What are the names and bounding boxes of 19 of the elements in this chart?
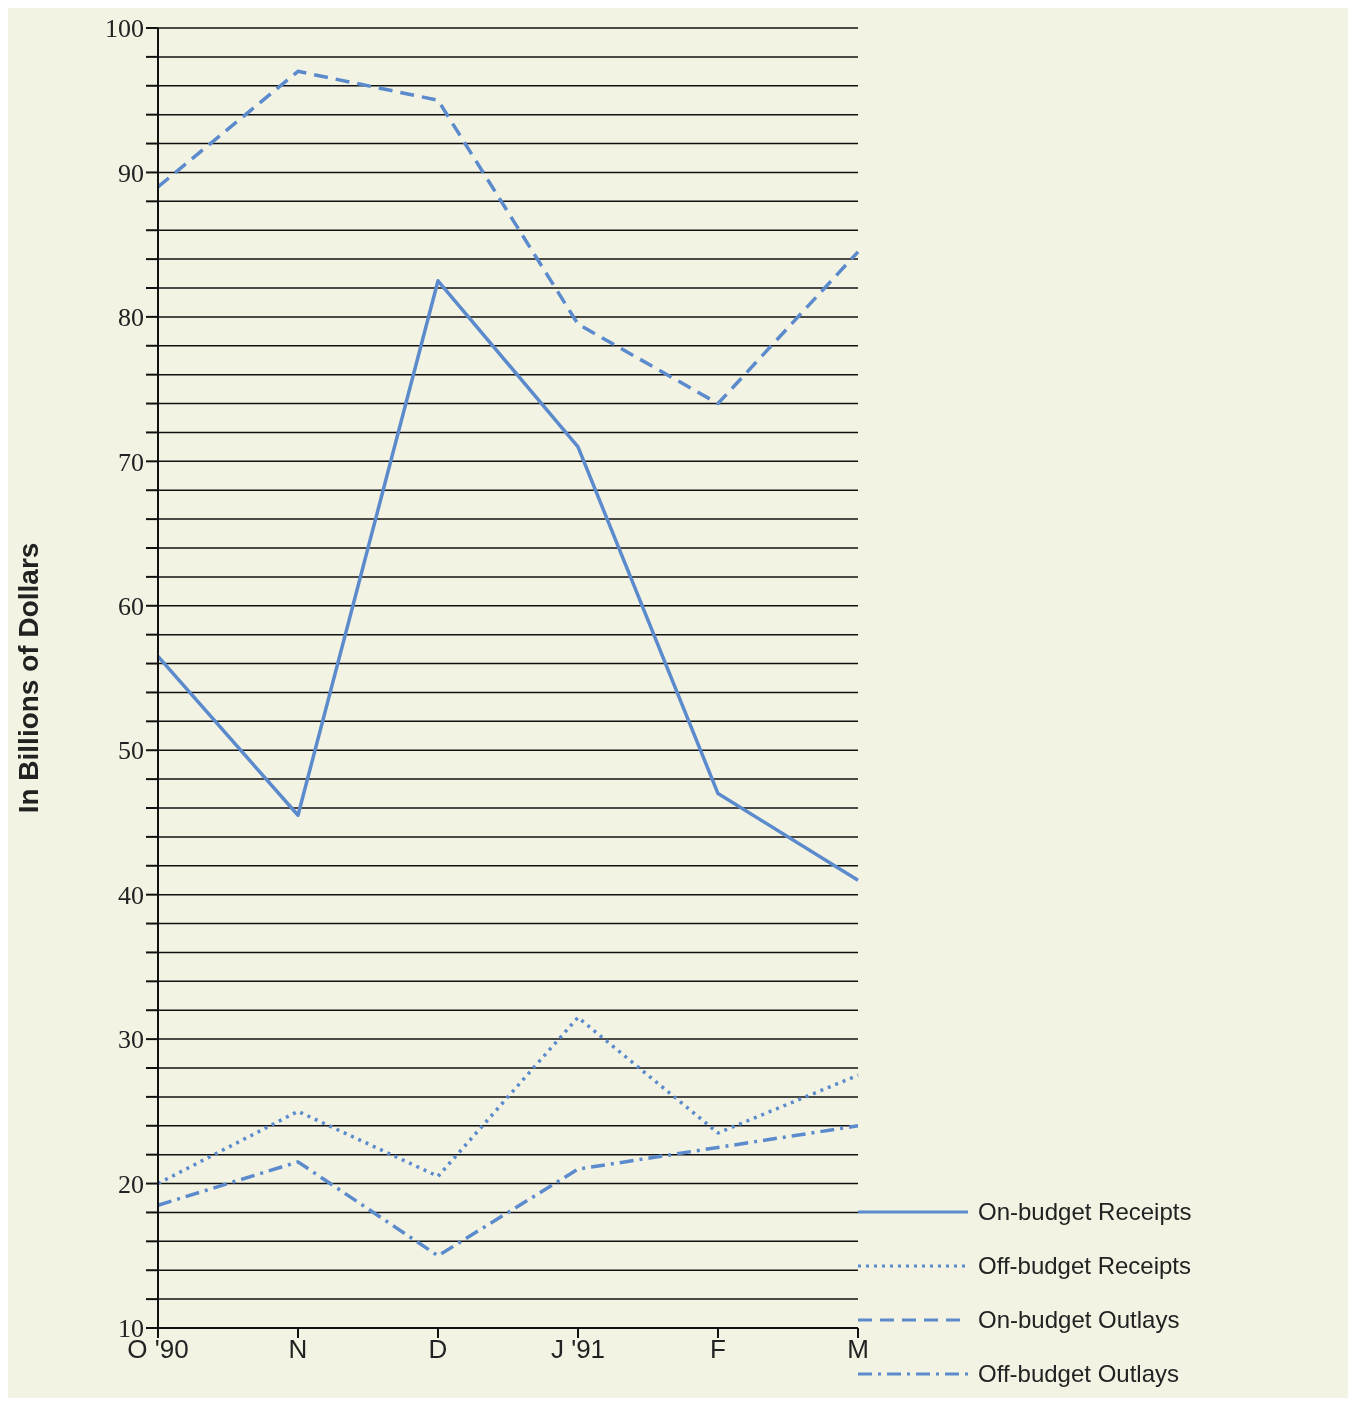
- y-tick-label: 90: [118, 158, 144, 188]
- legend-label: Off-budget Outlays: [978, 1360, 1179, 1388]
- x-tick-label: J '91: [550, 1334, 606, 1365]
- x-tick-label: M: [847, 1334, 869, 1365]
- legend-label: On-budget Outlays: [978, 1306, 1180, 1334]
- y-tick-label: 100: [105, 14, 144, 44]
- y-tick-label: 80: [118, 303, 144, 333]
- legend-label: On-budget Receipts: [978, 1198, 1192, 1226]
- x-tick-label: N: [288, 1334, 308, 1365]
- y-tick-label: 70: [118, 447, 144, 477]
- x-tick-label: D: [428, 1334, 448, 1365]
- x-tick-label: F: [710, 1334, 726, 1365]
- legend-label: Off-budget Receipts: [978, 1252, 1192, 1280]
- y-axis-title: In Billions of Dollars: [12, 542, 44, 814]
- y-tick-label: 60: [118, 592, 144, 622]
- y-tick-label: 40: [118, 880, 144, 910]
- y-tick-label: 50: [118, 736, 144, 766]
- y-tick-label: 30: [118, 1025, 144, 1055]
- y-tick-label: 20: [118, 1169, 144, 1199]
